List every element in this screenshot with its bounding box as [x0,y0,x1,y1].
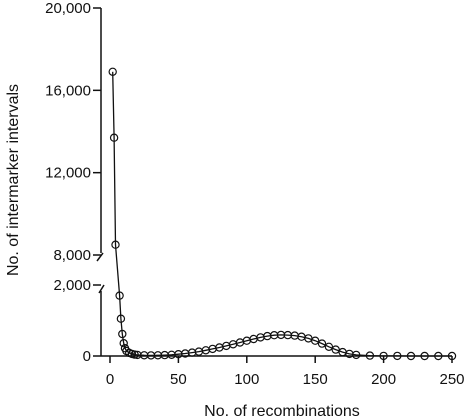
y-axis-label: No. of intermarker intervals [5,84,22,276]
data-point [130,350,139,359]
axis-break-mark [98,284,105,294]
y-tick-label: 0 [83,348,91,365]
data-point [393,351,402,361]
x-tick-label: 200 [371,371,396,388]
data-point [109,133,119,142]
y-tick-label: 12,000 [45,165,91,182]
x-tick-label: 150 [303,371,328,388]
ticks: 0 50 100 150 200 250 0 2,000 8,000 12,000 16,000 20… [45,0,464,388]
axes [96,8,452,357]
data-point [317,339,327,348]
data-point [118,329,127,339]
x-tick-label: 100 [234,371,259,388]
data-point [324,342,334,351]
x-tick-label: 250 [439,371,464,388]
data-point [111,240,120,249]
x-tick-label: 50 [170,371,187,388]
data-point [116,314,126,323]
data-point [115,291,124,300]
series-line [112,71,452,357]
y-tick-label: 16,000 [45,82,91,99]
data-point [434,351,443,361]
x-axis-label: No. of recombinations [204,403,360,420]
y-tick-label: 20,000 [45,0,91,17]
data-point [365,351,375,360]
data-series [108,67,457,361]
data-point [379,351,388,361]
y-tick-label: 8,000 [53,247,91,264]
data-point [352,350,361,360]
y-tick-label: 2,000 [53,277,91,294]
data-point [447,351,457,361]
data-point [406,351,416,361]
data-point [311,336,320,345]
axis-break-mark [96,252,104,262]
data-point [119,339,128,348]
data-point [108,67,117,77]
x-tick-label: 0 [106,371,114,388]
data-point [420,351,429,361]
